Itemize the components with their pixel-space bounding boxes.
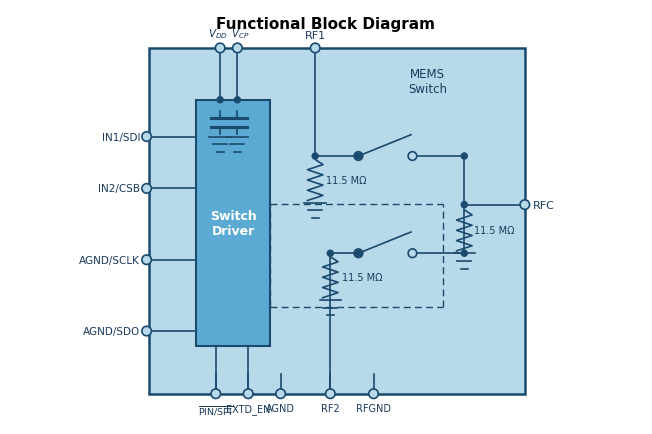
Text: 11.5 MΩ: 11.5 MΩ bbox=[474, 226, 514, 236]
Text: IN1/SDI: IN1/SDI bbox=[102, 132, 140, 142]
Text: AGND/SCLK: AGND/SCLK bbox=[80, 255, 140, 265]
Text: EXTD_EN: EXTD_EN bbox=[226, 403, 271, 414]
Circle shape bbox=[142, 184, 151, 194]
Text: RF2: RF2 bbox=[321, 403, 340, 413]
Text: $V_{DD}$: $V_{DD}$ bbox=[207, 27, 228, 41]
Circle shape bbox=[211, 389, 220, 398]
Circle shape bbox=[354, 250, 363, 258]
Text: IN2/CSB: IN2/CSB bbox=[98, 184, 140, 194]
Bar bbox=[196, 101, 270, 346]
Text: AGND: AGND bbox=[266, 403, 295, 413]
Circle shape bbox=[355, 251, 361, 256]
Circle shape bbox=[408, 152, 417, 161]
Text: MEMS
Switch: MEMS Switch bbox=[408, 68, 447, 96]
Circle shape bbox=[408, 250, 417, 258]
Text: 11.5 MΩ: 11.5 MΩ bbox=[327, 176, 367, 186]
Text: $\overline{\mathsf{PIN/SPI}}$: $\overline{\mathsf{PIN/SPI}}$ bbox=[198, 403, 233, 417]
Circle shape bbox=[142, 255, 151, 265]
Circle shape bbox=[520, 201, 529, 210]
Circle shape bbox=[461, 154, 467, 160]
Circle shape bbox=[355, 154, 361, 160]
Text: $V_{CP}$: $V_{CP}$ bbox=[231, 27, 249, 41]
Circle shape bbox=[325, 389, 335, 398]
Text: RF1: RF1 bbox=[304, 31, 326, 41]
Text: Switch
Driver: Switch Driver bbox=[210, 210, 256, 237]
Circle shape bbox=[461, 202, 467, 208]
Text: RFC: RFC bbox=[533, 200, 554, 210]
Circle shape bbox=[369, 389, 378, 398]
Circle shape bbox=[461, 251, 467, 256]
Text: AGND/SDO: AGND/SDO bbox=[83, 326, 140, 336]
Bar bbox=[149, 49, 525, 394]
Circle shape bbox=[234, 98, 241, 104]
Circle shape bbox=[217, 98, 223, 104]
Text: RFGND: RFGND bbox=[356, 403, 391, 413]
Circle shape bbox=[142, 132, 151, 142]
Text: 11.5 MΩ: 11.5 MΩ bbox=[342, 273, 382, 283]
Circle shape bbox=[142, 326, 151, 336]
Circle shape bbox=[310, 44, 320, 53]
Circle shape bbox=[276, 389, 286, 398]
Text: Functional Block Diagram: Functional Block Diagram bbox=[216, 16, 436, 31]
Circle shape bbox=[354, 152, 363, 161]
Circle shape bbox=[243, 389, 253, 398]
Circle shape bbox=[233, 44, 242, 53]
Circle shape bbox=[312, 154, 318, 160]
Circle shape bbox=[327, 251, 333, 256]
Circle shape bbox=[215, 44, 225, 53]
